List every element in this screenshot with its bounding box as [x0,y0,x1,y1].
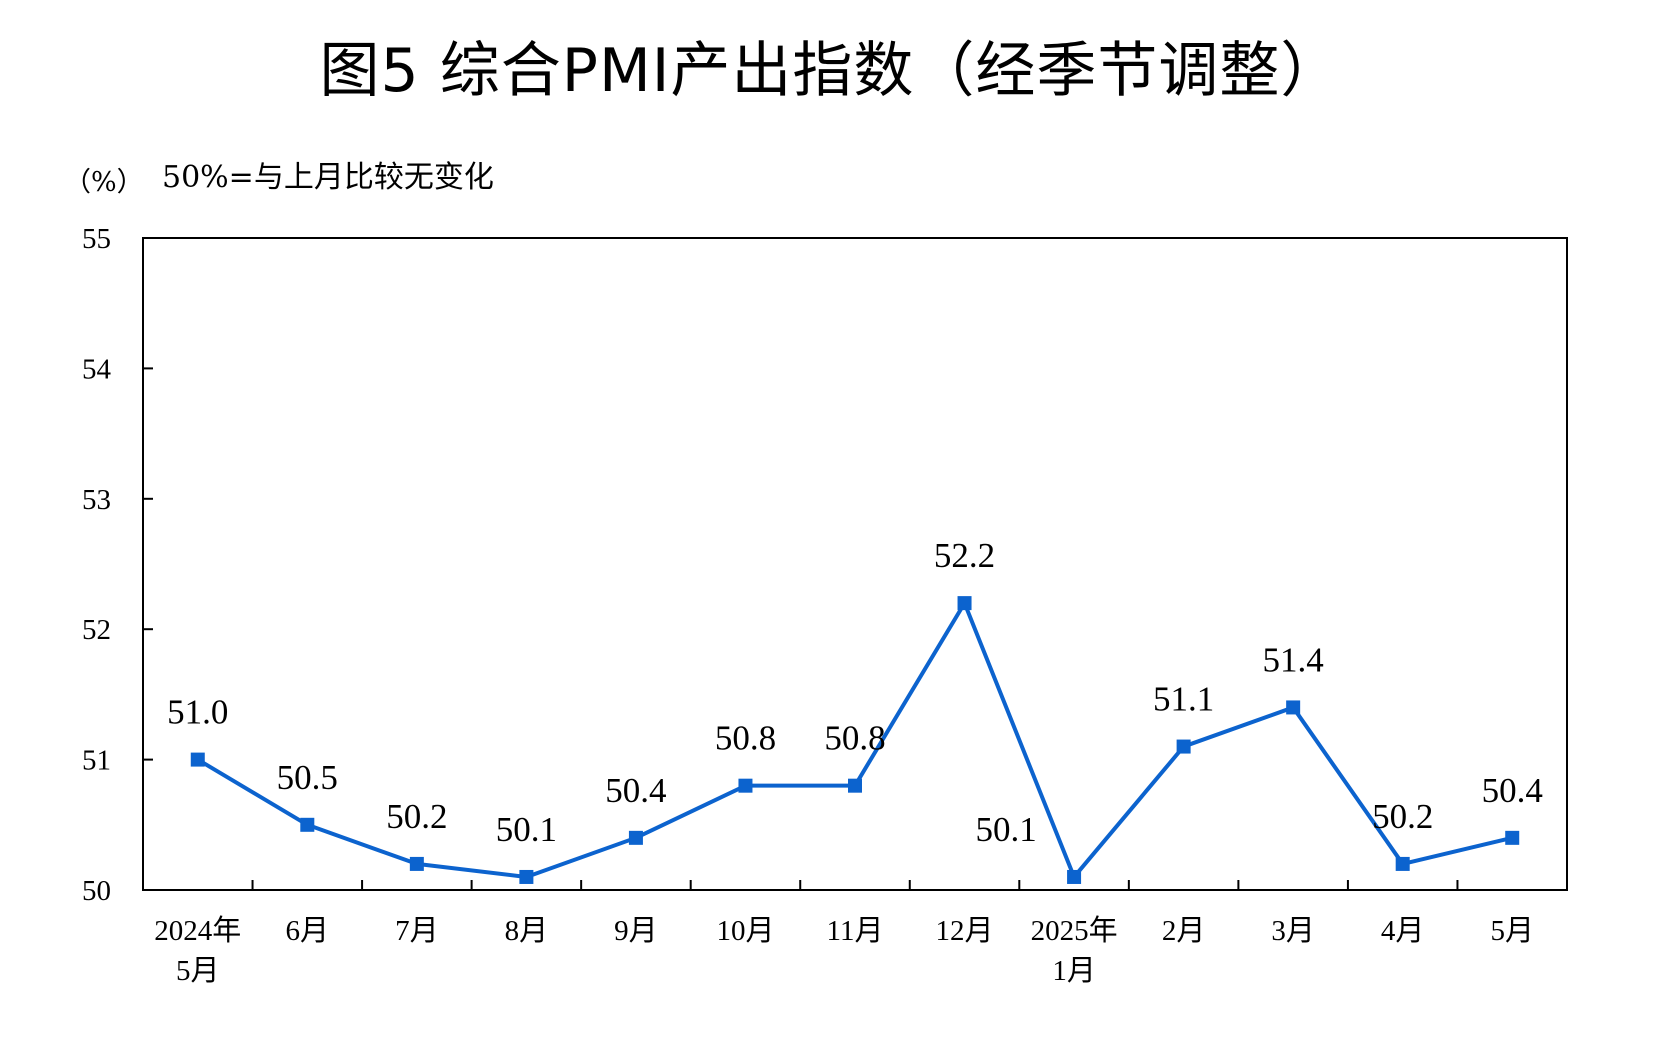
x-tick-label: 6月 [286,915,330,947]
x-tick-label-line: 4月 [1381,915,1425,947]
data-markers [190,596,1520,884]
data-point-label: 51.4 [1263,640,1324,679]
x-tick-label: 2024年 5月 [154,914,241,987]
x-tick-label-line: 12月 [936,915,994,947]
y-tick-label: 52 [82,614,111,646]
x-tick-label: 12月 [936,915,994,947]
data-point-label: 50.1 [496,810,557,849]
x-tick-label: 8月 [505,915,549,947]
x-tick-label: 2025年 1月 [1031,914,1118,987]
data-point-marker [1067,869,1082,884]
x-tick-label-line: 5月 [176,955,220,987]
plot-area-frame [142,237,1568,891]
data-point-label: 50.8 [715,719,776,758]
y-axis-unit: （%） [64,167,144,198]
data-point-label: 51.1 [1153,680,1214,719]
x-tick-label-line: 2024年 [154,914,241,947]
data-point-marker [1395,856,1410,871]
data-point-marker [300,817,315,832]
x-tick-label-line: 7月 [395,915,439,947]
data-point-marker [409,856,424,871]
data-point-label: 50.2 [386,797,447,836]
data-point-marker [738,778,753,793]
x-tick-label-line: 9月 [614,915,658,947]
x-tick-label: 9月 [614,915,658,947]
data-point-label: 52.2 [934,536,995,575]
data-point-marker [190,752,205,767]
data-point-marker [1176,739,1191,754]
x-tick-label: 2月 [1162,915,1206,947]
data-point-marker [1505,830,1520,845]
y-tick-label: 55 [82,223,111,255]
x-tick-label-line: 6月 [286,915,330,947]
data-point-marker [848,778,862,793]
x-tick-label-line: 1月 [1052,955,1096,987]
y-tick-label: 53 [82,484,111,516]
data-point-marker [957,596,972,611]
x-tick-label-line: 11月 [827,915,884,947]
y-tick-label: 51 [82,745,111,777]
x-tick-label-line: 5月 [1490,915,1534,947]
x-tick-label: 3月 [1271,915,1315,947]
x-tick-label-line: 8月 [505,915,549,947]
x-axis: 2024年 5月 6月 7月 8月 9月 10月 11月 12月 2025年 1月 2月 3月 4月 5月 [154,880,1534,987]
x-tick-label: 5月 [1490,915,1534,947]
data-point-label: 50.5 [277,758,338,797]
y-tick-label: 54 [82,353,112,385]
data-point-marker [628,830,643,845]
data-point-marker [1286,700,1301,715]
x-tick-label-line: 10月 [716,915,774,947]
chart-title: 图5 综合PMI产出指数（经季节调整） [319,36,1342,106]
data-point-label: 50.2 [1372,797,1433,836]
data-point-marker [519,869,534,884]
y-axis: 50 51 52 53 54 55 [82,223,153,907]
x-tick-label-line: 2025年 [1031,914,1118,947]
data-point-label: 50.4 [605,771,666,810]
data-point-label: 50.4 [1482,771,1543,810]
x-tick-label: 7月 [395,915,439,947]
x-tick-label: 4月 [1381,915,1425,947]
data-point-label: 50.8 [824,719,885,758]
x-tick-label: 11月 [827,915,884,947]
x-tick-label-line: 2月 [1162,915,1206,947]
data-point-label: 51.0 [167,693,228,732]
baseline-note: 50%=与上月比较无变化 [162,160,494,195]
data-point-label: 50.1 [975,810,1036,849]
data-labels: 51.0 50.5 50.2 50.1 50.4 50.8 50.8 52.2 50.1 51.1… [167,536,1543,849]
y-tick-label: 50 [82,875,111,907]
x-tick-label: 10月 [716,915,774,947]
x-tick-label-line: 3月 [1271,915,1315,947]
